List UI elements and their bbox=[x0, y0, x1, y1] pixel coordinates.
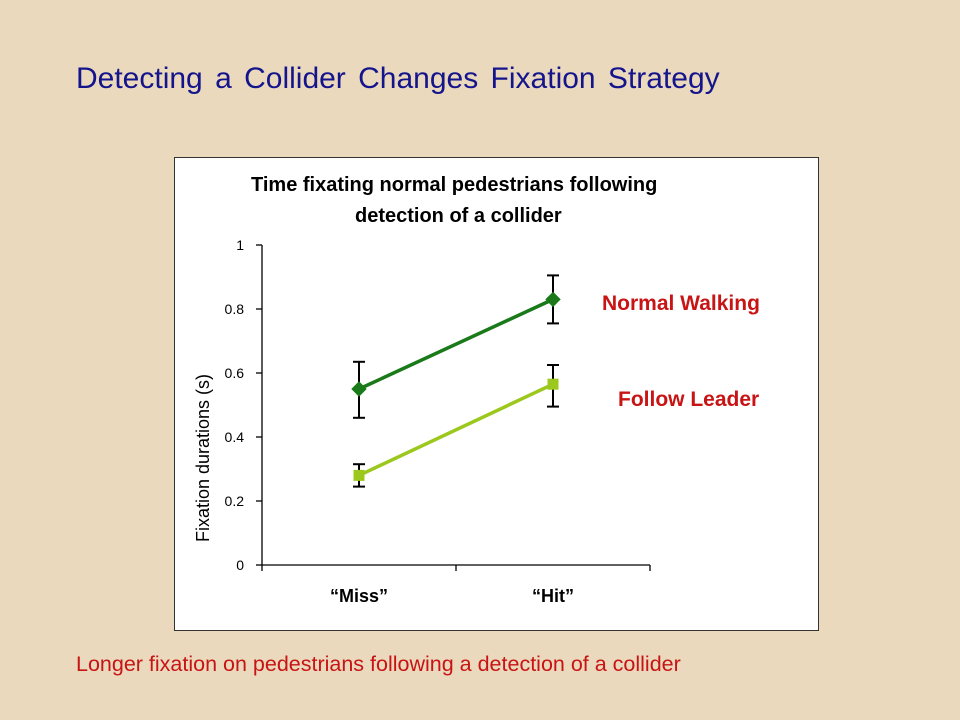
y-tick-label: 1 bbox=[236, 237, 244, 253]
x-category-label: “Miss” bbox=[330, 586, 388, 606]
y-tick-label: 0.2 bbox=[225, 493, 245, 509]
chart-title-line-2: detection of a collider bbox=[355, 205, 562, 227]
legend-label: Follow Leader bbox=[618, 388, 759, 411]
data-point-diamond bbox=[351, 381, 367, 397]
data-point-square bbox=[353, 469, 365, 481]
data-point-square bbox=[547, 378, 559, 390]
series-line-1 bbox=[358, 382, 554, 477]
y-tick-label: 0.8 bbox=[225, 301, 245, 317]
slide-caption: Longer fixation on pedestrians following… bbox=[76, 652, 681, 676]
data-point-diamond bbox=[545, 291, 561, 308]
fixation-chart: Time fixating normal pedestrians followi… bbox=[193, 174, 760, 606]
x-category-label: “Hit” bbox=[532, 586, 574, 606]
series-line-0 bbox=[358, 297, 554, 391]
y-tick-label: 0.4 bbox=[225, 429, 245, 445]
chart-title-line-1: Time fixating normal pedestrians followi… bbox=[251, 174, 657, 196]
slide-title: Detecting a Collider Changes Fixation St… bbox=[76, 62, 720, 95]
y-tick-label: 0.6 bbox=[225, 365, 245, 381]
y-tick-label: 0 bbox=[236, 557, 244, 573]
legend-label: Normal Walking bbox=[602, 292, 760, 315]
y-axis-label: Fixation durations (s) bbox=[193, 374, 213, 542]
chart-panel: Time fixating normal pedestrians followi… bbox=[174, 157, 819, 631]
